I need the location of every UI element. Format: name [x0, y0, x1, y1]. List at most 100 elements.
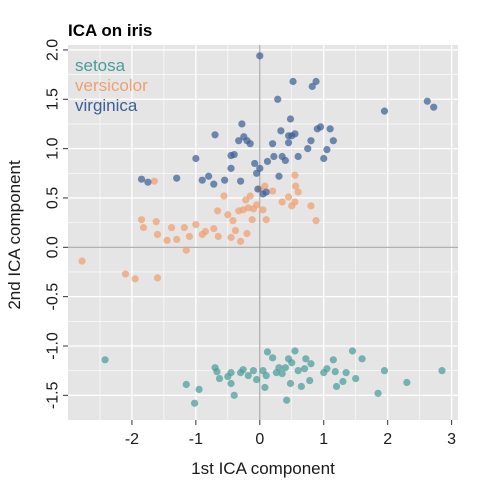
point-setosa — [438, 367, 446, 375]
point-setosa — [300, 365, 309, 373]
point-versicolor — [312, 217, 320, 225]
point-setosa — [374, 389, 382, 397]
plot-panel — [68, 45, 458, 420]
point-virginica — [192, 154, 200, 163]
point-virginica — [307, 137, 315, 145]
point-versicolor — [246, 192, 254, 200]
point-setosa — [307, 360, 315, 368]
point-virginica — [173, 174, 181, 182]
point-setosa — [339, 377, 347, 386]
point-versicolor — [224, 211, 232, 219]
point-setosa — [227, 369, 235, 377]
point-virginica — [221, 176, 229, 184]
point-virginica — [274, 95, 282, 103]
point-virginica — [312, 77, 320, 86]
point-virginica — [277, 127, 285, 135]
y-tick-label: -0.5 — [45, 283, 62, 311]
x-tick-label: 1 — [319, 431, 328, 448]
point-virginica — [246, 140, 254, 148]
y-tick-label: 2.0 — [45, 39, 62, 61]
point-versicolor — [237, 237, 245, 245]
point-setosa — [283, 396, 291, 404]
point-versicolor — [201, 227, 210, 236]
point-setosa — [249, 367, 258, 375]
point-setosa — [331, 368, 339, 376]
point-setosa — [268, 354, 277, 362]
x-tick-label: 0 — [255, 431, 264, 448]
point-virginica — [238, 120, 246, 128]
point-setosa — [329, 356, 337, 364]
point-setosa — [278, 370, 286, 378]
point-versicolor — [180, 223, 188, 232]
point-virginica — [286, 115, 295, 123]
point-virginica — [294, 152, 302, 161]
legend-item-setosa: setosa — [75, 56, 126, 75]
y-axis-label: 2nd ICA component — [5, 160, 24, 310]
point-versicolor — [152, 218, 160, 226]
point-setosa — [342, 369, 350, 377]
point-setosa — [101, 356, 109, 364]
point-versicolor — [153, 230, 162, 239]
point-versicolor — [173, 235, 181, 244]
point-setosa — [244, 371, 252, 380]
point-versicolor — [243, 229, 251, 238]
point-setosa — [230, 391, 238, 399]
y-tick-label: 1.5 — [45, 88, 62, 110]
point-setosa — [358, 355, 366, 363]
point-setosa — [286, 379, 295, 388]
point-virginica — [304, 145, 312, 153]
point-versicolor — [231, 226, 240, 235]
point-setosa — [213, 368, 221, 376]
point-versicolor — [220, 192, 228, 200]
point-setosa — [275, 364, 283, 372]
point-setosa — [323, 365, 331, 373]
y-tick-label: 0.0 — [45, 236, 62, 258]
point-versicolor — [307, 202, 315, 210]
point-versicolor — [182, 246, 190, 254]
reference-lines — [68, 45, 458, 420]
point-versicolor — [261, 182, 269, 190]
x-tick-label: -1 — [189, 431, 203, 448]
point-versicolor — [253, 201, 261, 209]
point-virginica — [281, 156, 289, 165]
point-versicolor — [268, 187, 277, 195]
point-virginica — [256, 52, 264, 60]
legend-item-versicolor: versicolor — [75, 76, 148, 95]
point-setosa — [263, 348, 272, 356]
point-setosa — [380, 367, 389, 375]
point-virginica — [205, 172, 213, 180]
point-setosa — [215, 374, 224, 383]
grid-lines — [68, 45, 458, 420]
point-virginica — [320, 154, 328, 163]
point-versicolor — [137, 216, 146, 224]
point-versicolor — [291, 198, 299, 206]
point-setosa — [281, 364, 289, 372]
chart-title: ICA on iris — [68, 21, 152, 40]
point-versicolor — [214, 207, 222, 215]
point-setosa — [332, 382, 341, 391]
point-virginica — [289, 77, 297, 86]
point-versicolor — [291, 171, 299, 179]
point-setosa — [291, 347, 299, 355]
point-virginica — [227, 164, 235, 172]
point-virginica — [380, 107, 389, 115]
point-setosa — [262, 371, 270, 380]
point-setosa — [352, 374, 360, 383]
point-setosa — [288, 359, 296, 367]
point-virginica — [326, 125, 334, 133]
point-setosa — [195, 385, 203, 394]
point-versicolor — [262, 216, 270, 224]
point-virginica — [291, 130, 299, 138]
point-versicolor — [131, 275, 139, 283]
point-virginica — [323, 146, 331, 154]
point-virginica — [237, 177, 245, 185]
point-setosa — [227, 379, 235, 388]
x-tick-label: 2 — [383, 431, 392, 448]
point-versicolor — [78, 257, 86, 265]
point-virginica — [275, 172, 283, 180]
x-axis-ticks: -2 -1 0 1 2 3 — [125, 420, 456, 448]
y-tick-label: -1.5 — [45, 381, 62, 409]
point-versicolor — [278, 198, 286, 206]
point-versicolor — [259, 206, 267, 214]
